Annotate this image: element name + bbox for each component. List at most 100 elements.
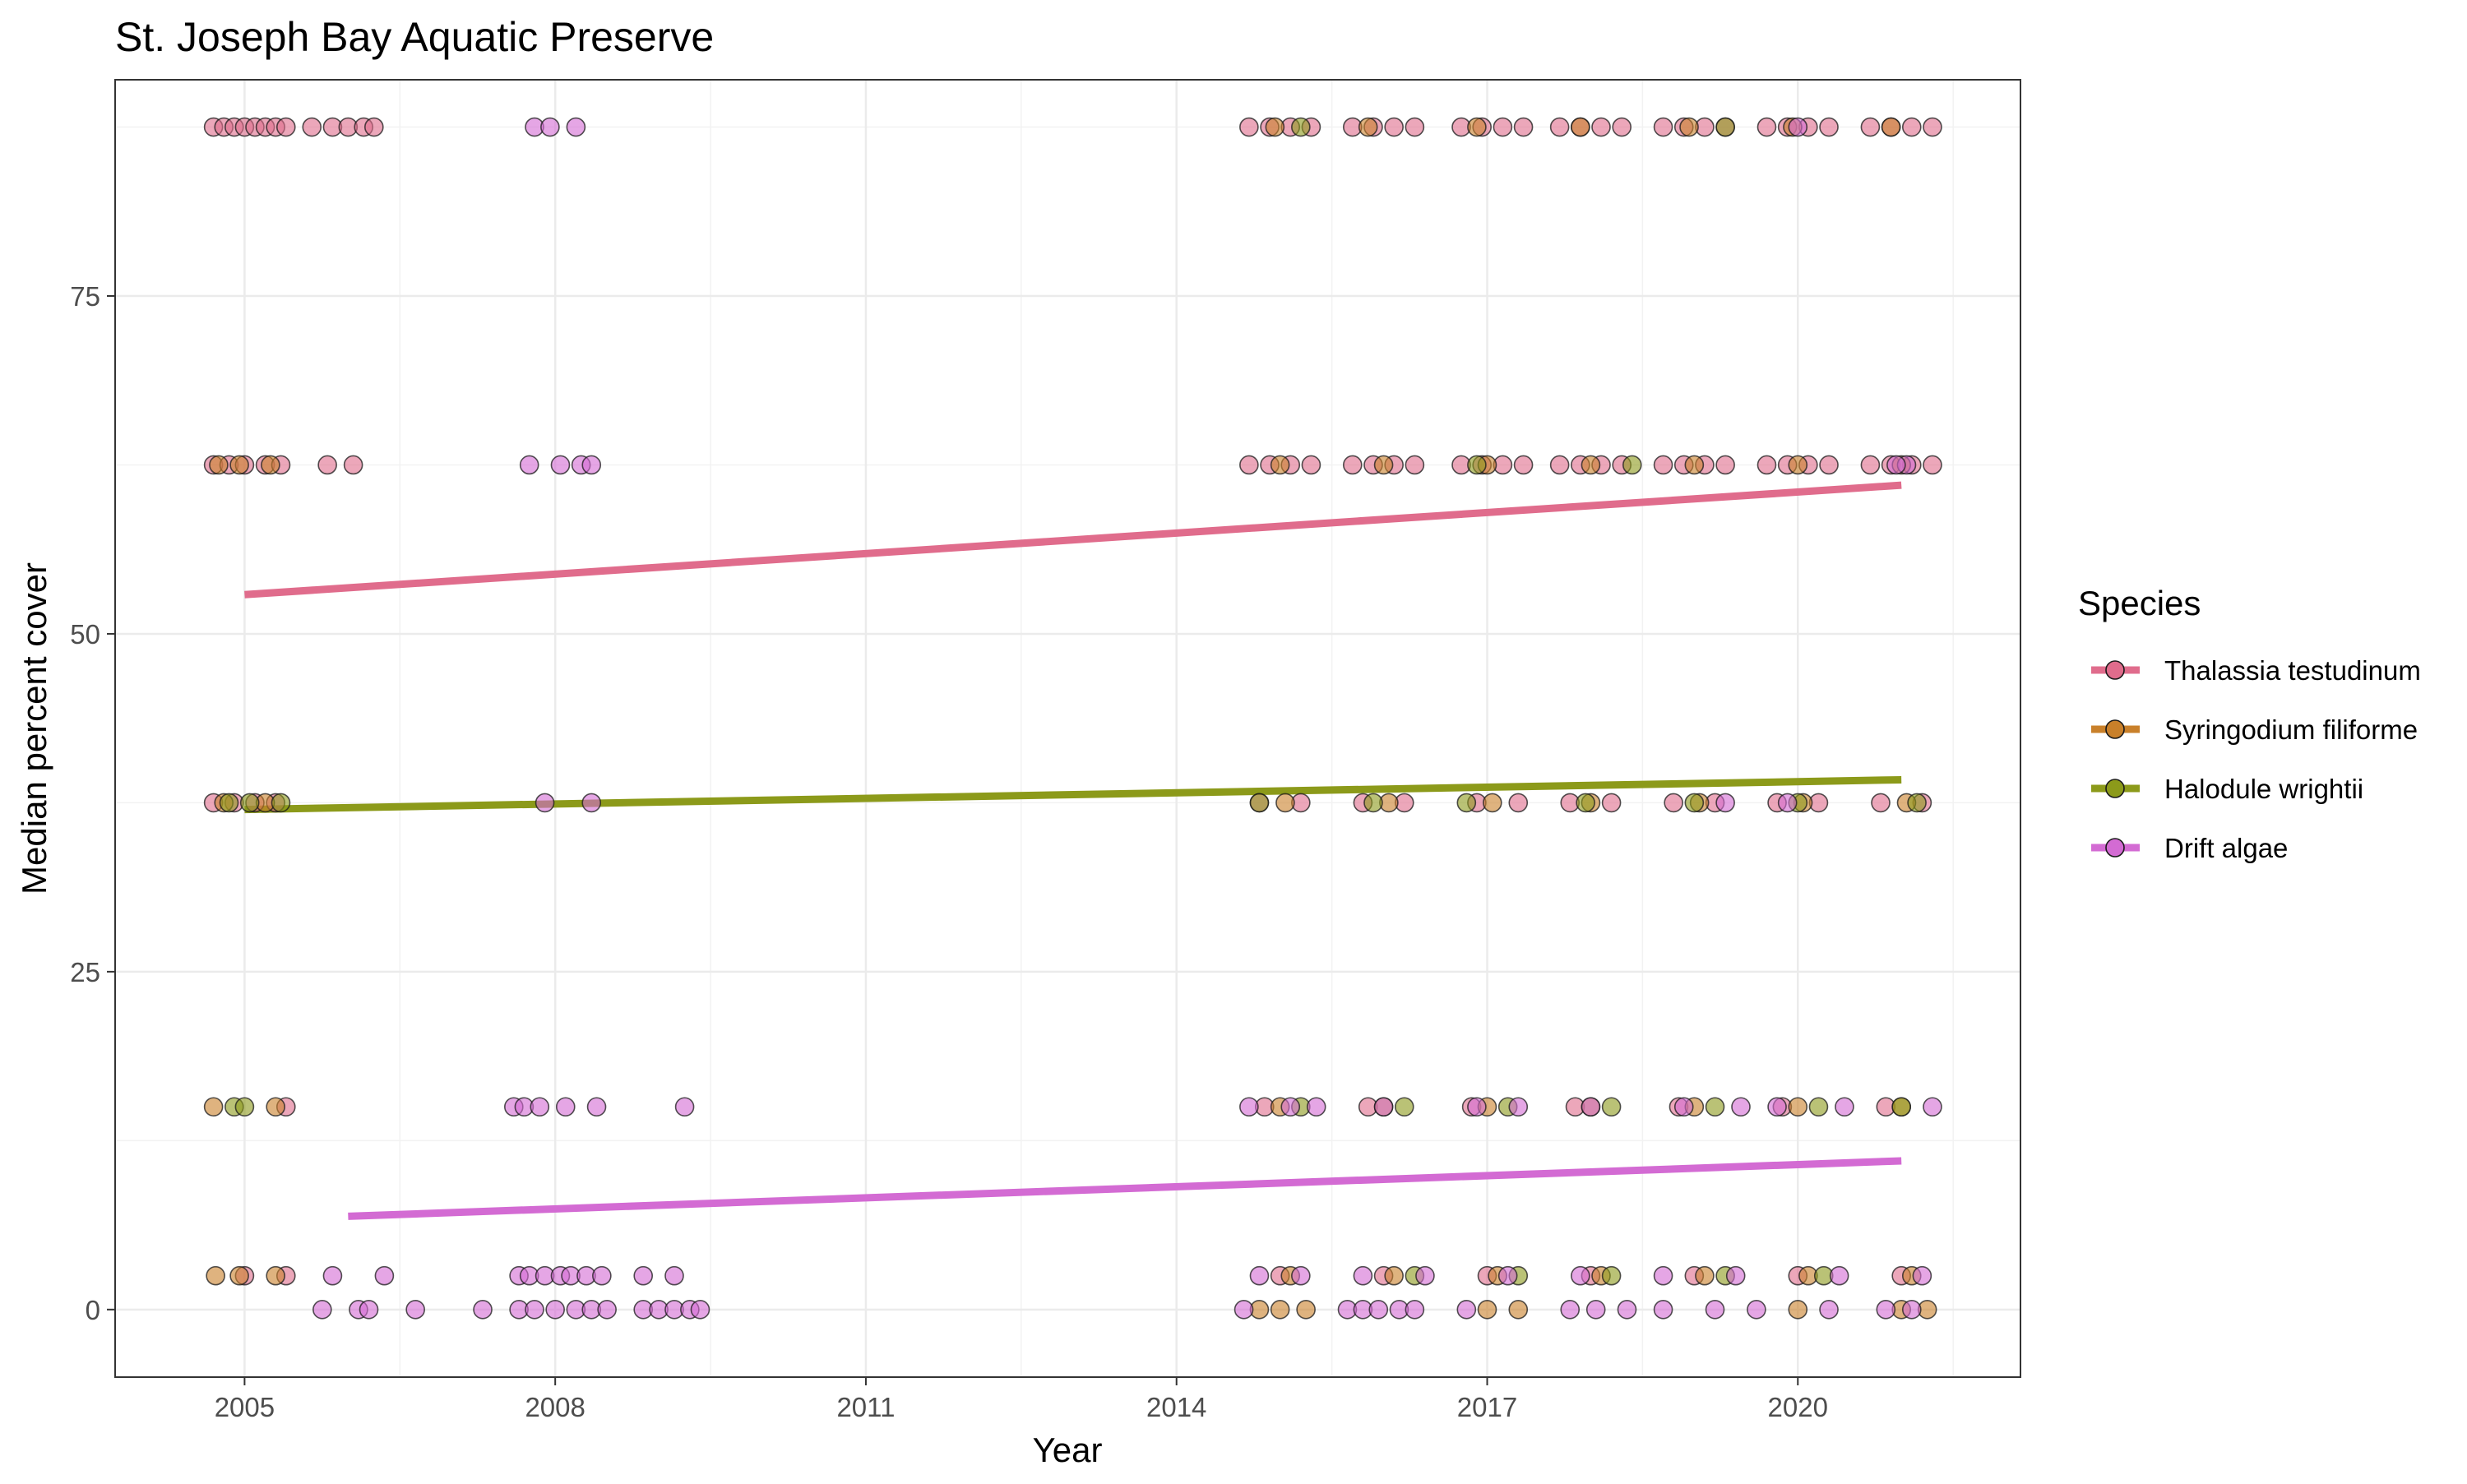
legend-label: Syringodium filiforme — [2164, 714, 2418, 745]
data-point — [1777, 793, 1798, 813]
data-point — [1571, 1265, 1590, 1286]
data-point — [1695, 1265, 1715, 1286]
data-point — [1901, 1300, 1922, 1320]
legend-key-point — [2105, 660, 2125, 680]
data-point — [1725, 1265, 1746, 1286]
data-point — [1601, 1097, 1622, 1117]
data-point — [229, 455, 249, 475]
data-point — [206, 1265, 225, 1286]
legend-key-point — [2105, 719, 2125, 739]
data-point — [1275, 793, 1295, 813]
data-point — [674, 1097, 695, 1117]
data-point — [1477, 1300, 1497, 1320]
data-point — [1705, 1097, 1725, 1117]
data-point — [1808, 1097, 1829, 1117]
data-point — [550, 455, 571, 475]
legend-key-point — [2105, 779, 2125, 798]
data-point — [1891, 1097, 1911, 1117]
data-point — [1301, 455, 1321, 475]
data-point — [1239, 455, 1259, 475]
data-point — [209, 455, 229, 475]
data-point — [1342, 455, 1363, 475]
data-point — [1871, 793, 1891, 813]
data-point — [1384, 117, 1404, 137]
data-point — [1601, 793, 1622, 813]
data-point — [1788, 117, 1808, 137]
data-point — [1923, 1097, 1942, 1117]
data-point — [1819, 455, 1839, 475]
data-point — [1757, 117, 1777, 137]
legend-key-point — [2105, 838, 2125, 858]
data-point — [1497, 1265, 1518, 1286]
data-point — [1731, 1097, 1751, 1117]
data-point — [1456, 793, 1477, 813]
data-point — [271, 793, 291, 813]
y-tick-label: 0 — [86, 1295, 100, 1325]
data-point — [592, 1265, 612, 1286]
data-point — [1886, 455, 1906, 475]
data-point — [1757, 455, 1777, 475]
gridlines — [115, 80, 2020, 1377]
data-point — [1788, 1300, 1808, 1320]
data-point — [1653, 1300, 1673, 1320]
data-point — [1819, 117, 1839, 137]
data-point — [1673, 1097, 1694, 1117]
data-point — [1549, 117, 1570, 137]
data-point — [219, 793, 239, 813]
data-point — [302, 117, 322, 137]
data-point — [1679, 117, 1699, 137]
data-point — [317, 455, 337, 475]
data-point — [525, 1300, 544, 1320]
data-point — [1508, 793, 1529, 813]
data-point — [1612, 117, 1632, 137]
data-point — [1353, 1265, 1373, 1286]
legend: Species Thalassia testudinum Syringodium … — [2078, 584, 2421, 863]
data-point — [1860, 117, 1881, 137]
legend-label: Drift algae — [2164, 833, 2288, 863]
trend-line — [244, 775, 1902, 814]
data-point — [1581, 455, 1601, 475]
data-point — [1653, 455, 1673, 475]
data-point — [1581, 1097, 1601, 1117]
data-point — [1363, 793, 1383, 813]
data-point — [1456, 1300, 1477, 1320]
data-point — [1923, 455, 1942, 475]
axes: 2005 2008 2011 2014 2017 2020 0 25 50 75 — [70, 281, 1828, 1422]
data-point — [530, 1097, 550, 1117]
data-point — [540, 117, 560, 137]
data-point — [1358, 117, 1378, 137]
data-point — [374, 1265, 395, 1286]
data-point — [473, 1300, 493, 1320]
data-point — [261, 455, 280, 475]
trend-line — [348, 1157, 1902, 1220]
data-point — [1912, 1265, 1932, 1286]
data-point — [1467, 455, 1487, 475]
data-points — [203, 117, 1942, 1320]
data-point — [581, 455, 602, 475]
legend-items: Thalassia testudinum Syringodium filiform… — [2091, 655, 2421, 863]
x-axis-label: Year — [1033, 1431, 1103, 1469]
data-point — [1835, 1097, 1854, 1117]
data-point — [1705, 1300, 1725, 1320]
data-point — [1368, 1300, 1389, 1320]
data-point — [359, 1300, 379, 1320]
data-point — [1384, 1265, 1404, 1286]
data-point — [266, 1265, 285, 1286]
data-point — [1291, 1265, 1311, 1286]
data-point — [1482, 793, 1502, 813]
data-point — [1617, 1300, 1637, 1320]
data-point — [581, 793, 602, 813]
data-point — [1907, 793, 1927, 813]
data-point — [1508, 1300, 1529, 1320]
data-point — [312, 1300, 332, 1320]
y-tick-label: 75 — [70, 281, 100, 312]
x-tick-label: 2020 — [1768, 1392, 1828, 1422]
data-point — [1270, 1300, 1290, 1320]
data-point — [203, 1097, 224, 1117]
data-point — [343, 455, 363, 475]
y-axis-label: Median percent cover — [15, 562, 53, 895]
y-tick-label: 50 — [70, 619, 100, 650]
data-point — [545, 1300, 565, 1320]
data-point — [1715, 455, 1735, 475]
data-point — [1715, 117, 1735, 137]
